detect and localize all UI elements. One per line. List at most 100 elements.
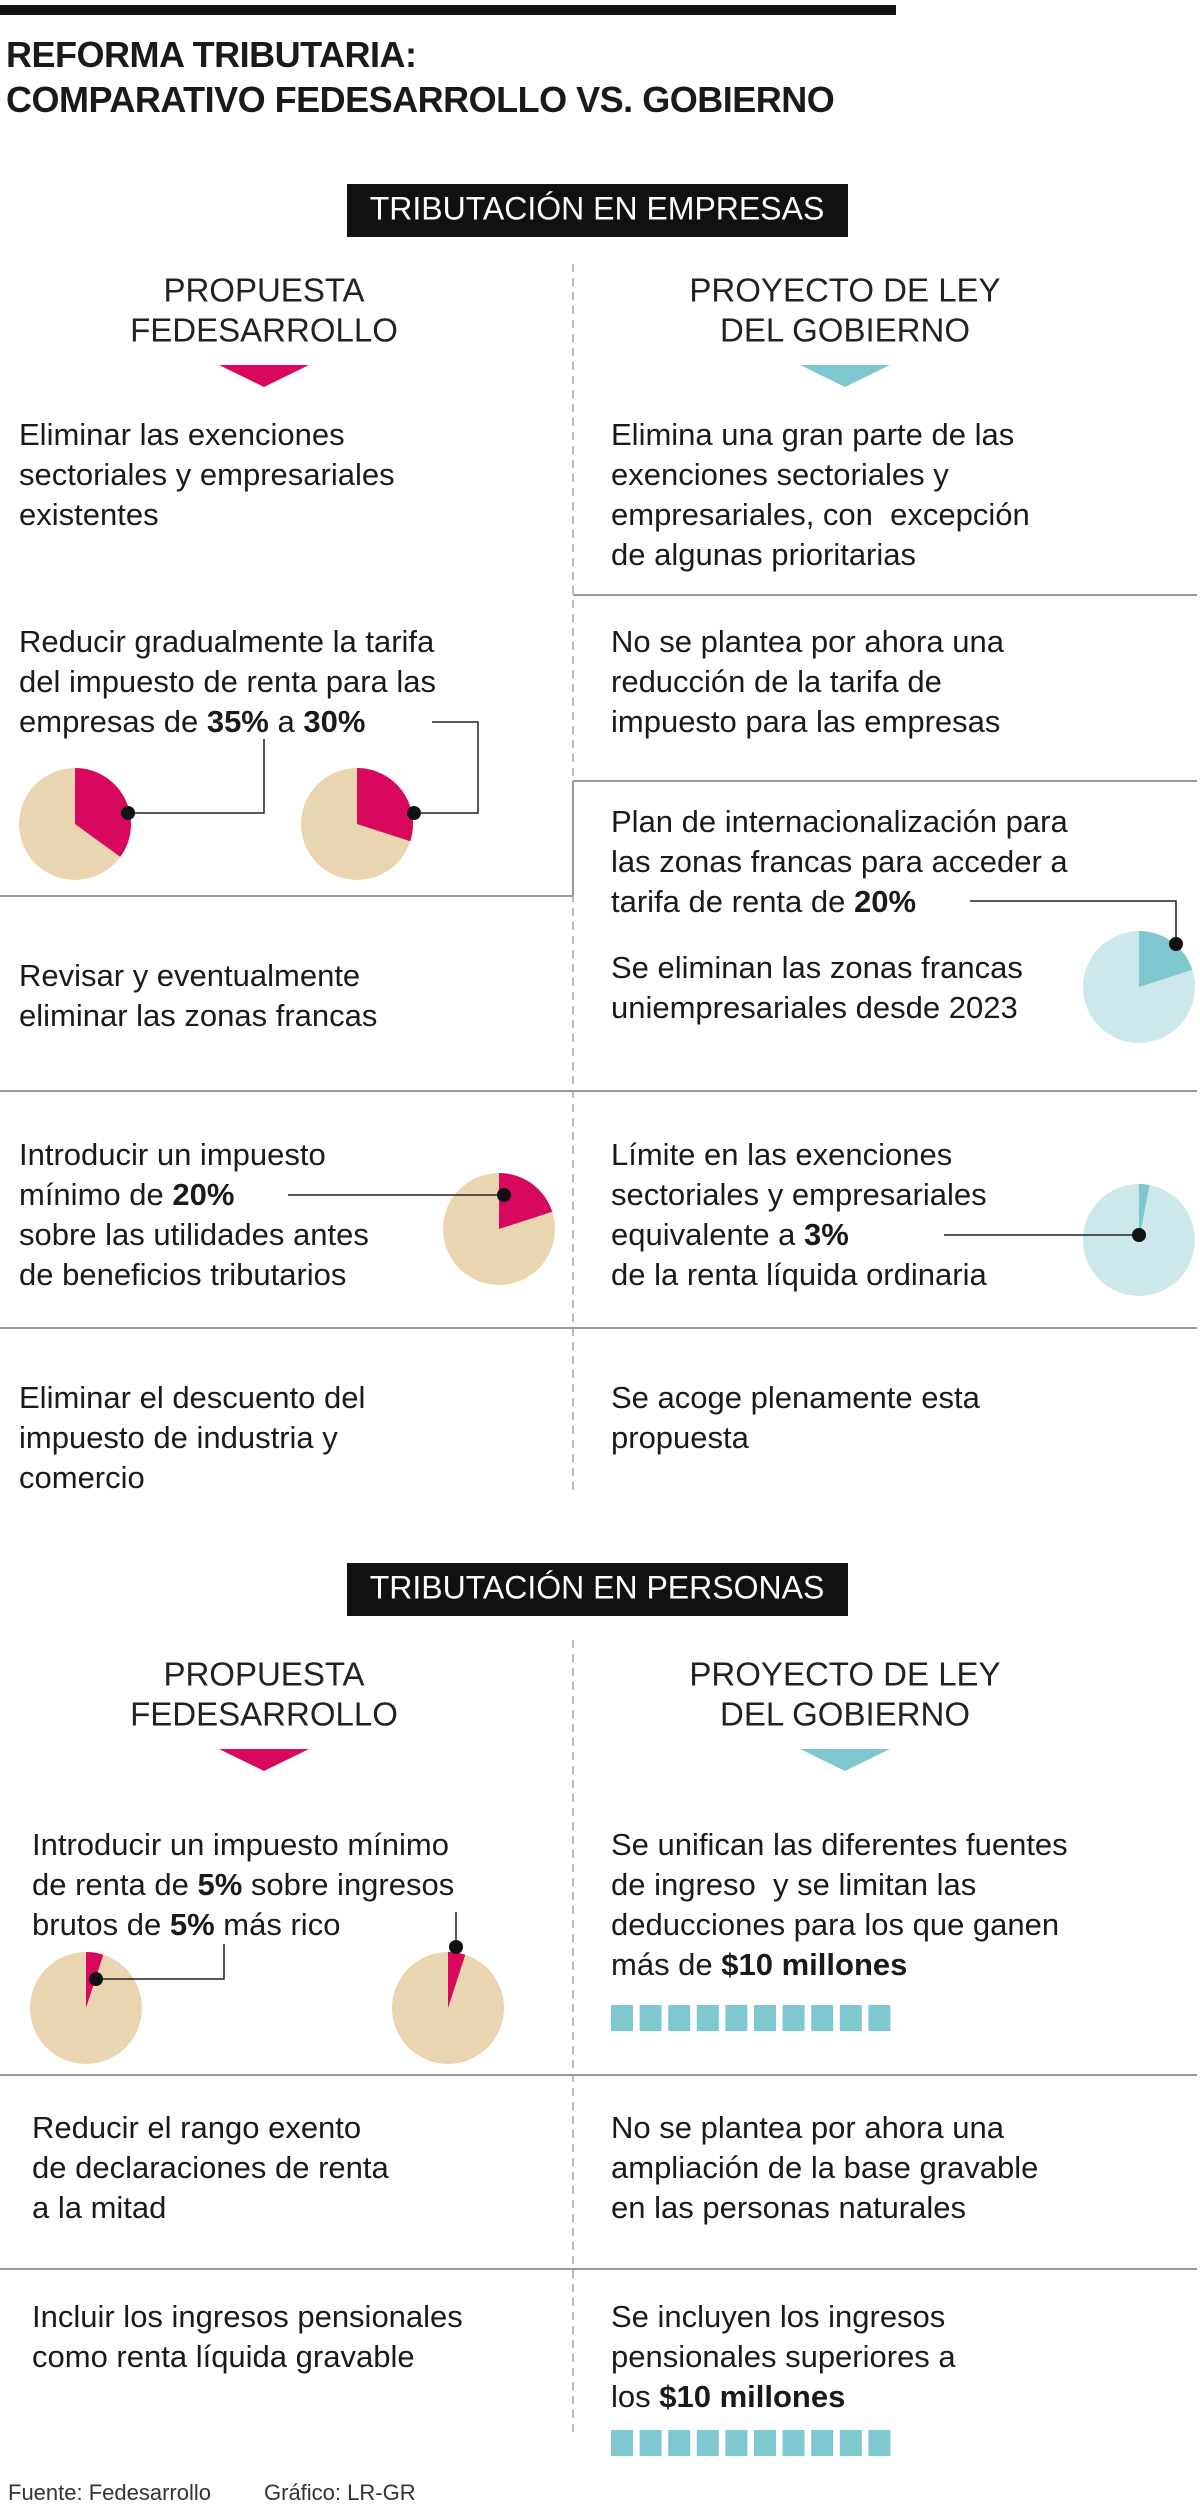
- section-heading: TRIBUTACIÓN EN EMPRESAS: [370, 190, 825, 226]
- text-run: sobre ingresos: [242, 1867, 455, 1902]
- text-line: más de $10 millones: [611, 1945, 1068, 1985]
- column-header: FEDESARROLLO: [130, 1696, 398, 1733]
- text-line: Reducir gradualmente la tarifa: [19, 624, 435, 659]
- text-line: equivalente a 3%: [611, 1215, 987, 1255]
- text-run: a: [268, 704, 304, 739]
- text-block: Introducir un impuesto mínimo de 20% sobre…: [19, 1135, 369, 1295]
- connector-dot: [121, 806, 135, 820]
- text-block: Se unifican las diferentes fuentes de ing…: [611, 1825, 1068, 1985]
- text-line: Límite en las exenciones: [611, 1137, 953, 1172]
- pie-slice: [448, 1951, 466, 2008]
- text-line: mínimo de 20%: [19, 1175, 369, 1215]
- text-run: más rico: [214, 1907, 341, 1942]
- emphasis: 20%: [172, 1177, 235, 1212]
- text-line: sectoriales y empresariales: [19, 457, 395, 492]
- text-line: Incluir los ingresos pensionales: [32, 2299, 463, 2334]
- credit: Gráfico: LR-GR: [264, 2480, 416, 2505]
- text-line: Reducir el rango exento: [32, 2110, 362, 2145]
- money-square: [668, 2005, 691, 2031]
- text-line: ampliación de la base gravable: [611, 2150, 1039, 2185]
- money-square: [811, 2005, 834, 2031]
- text-line: Eliminar las exenciones: [19, 417, 345, 452]
- emphasis: 35%: [206, 704, 269, 739]
- text-block: Revisar y eventualmente eliminar las zona…: [19, 956, 377, 1036]
- text-line: impuesto para las empresas: [611, 704, 1001, 739]
- money-square: [839, 2005, 862, 2031]
- title-line: REFORMA TRIBUTARIA:: [6, 34, 417, 75]
- text-run: de renta de: [32, 1867, 198, 1902]
- text-block: Eliminar las exenciones sectoriales y emp…: [19, 415, 395, 535]
- text-line: Se acoge plenamente esta: [611, 1380, 980, 1415]
- money-square: [782, 2430, 805, 2456]
- emphasis: 5%: [169, 1907, 215, 1942]
- emphasis: 5%: [197, 1867, 243, 1902]
- top-rule: [0, 5, 896, 15]
- title-line: COMPARATIVO FEDESARROLLO VS. GOBIERNO: [6, 79, 835, 120]
- money-square: [868, 2005, 891, 2031]
- text-line: No se plantea por ahora una: [611, 624, 1004, 659]
- text-block: Eliminar el descuento del impuesto de ind…: [19, 1378, 365, 1498]
- text-line: los $10 millones: [611, 2377, 956, 2417]
- text-run: equivalente a: [611, 1217, 805, 1252]
- text-line: deducciones para los que ganen: [611, 1907, 1060, 1942]
- pie-slice: [357, 768, 413, 842]
- connector-dot: [89, 1972, 103, 1986]
- source: Fuente: Fedesarrollo: [8, 2480, 211, 2505]
- money-square: [639, 2430, 662, 2456]
- money-square: [782, 2005, 805, 2031]
- text-line: empresas de 35% a 30%: [19, 702, 436, 742]
- text-line: las zonas francas para acceder a: [611, 844, 1068, 879]
- header-pointer: [219, 1749, 309, 1771]
- pie-slice: [1139, 1184, 1150, 1240]
- text-line: sobre las utilidades antes: [19, 1217, 369, 1252]
- text-line: brutos de 5% más rico: [32, 1905, 454, 1945]
- emphasis: 3%: [804, 1217, 849, 1252]
- pie-slice: [1139, 931, 1193, 987]
- text-line: No se plantea por ahora una: [611, 2110, 1004, 2145]
- money-square: [611, 2430, 633, 2456]
- text-line: tarifa de renta de 20%: [611, 882, 1068, 922]
- text-line: de declaraciones de renta: [32, 2150, 389, 2185]
- connector-dot: [407, 806, 421, 820]
- text-block: Límite en las exenciones sectoriales y em…: [611, 1135, 987, 1295]
- text-line: de beneficios tributarios: [19, 1257, 347, 1292]
- text-line: impuesto de industria y: [19, 1420, 338, 1455]
- connector-dot: [1169, 937, 1183, 951]
- text-block: Reducir gradualmente la tarifa del impues…: [19, 622, 436, 742]
- money-square: [668, 2430, 691, 2456]
- text-line: de la renta líquida ordinaria: [611, 1257, 987, 1292]
- pie-slice: [75, 768, 131, 857]
- money-square: [696, 2005, 719, 2031]
- money-square: [754, 2430, 776, 2456]
- money-square: [754, 2005, 776, 2031]
- money-square: [611, 2005, 633, 2031]
- text-line: Revisar y eventualmente: [19, 958, 361, 993]
- text-block: No se plantea por ahora una ampliación de…: [611, 2108, 1038, 2228]
- text-line: Plan de internacionalización para: [611, 804, 1068, 839]
- text-line: Se eliminan las zonas francas: [611, 950, 1023, 985]
- text-block: Elimina una gran parte de las exenciones …: [611, 415, 1030, 575]
- emphasis: $10 millones: [721, 1947, 908, 1982]
- header-pointer: [219, 365, 309, 387]
- text-line: como renta líquida gravable: [32, 2339, 415, 2374]
- pie-slice: [499, 1173, 553, 1229]
- section-heading-box: [347, 184, 848, 237]
- text-line: existentes: [19, 497, 159, 532]
- connector: [128, 739, 265, 814]
- text-line: Elimina una gran parte de las: [611, 417, 1015, 452]
- text-line: reducción de la tarifa de: [611, 664, 942, 699]
- column-header: PROPUESTA: [163, 272, 364, 309]
- text-run: más de: [611, 1947, 722, 1982]
- column-header: DEL GOBIERNO: [720, 312, 970, 349]
- text-block: Reducir el rango exento de declaraciones …: [32, 2108, 389, 2228]
- text-line: Se incluyen los ingresos: [611, 2299, 946, 2334]
- connector-dot: [497, 1188, 511, 1202]
- money-square: [725, 2005, 748, 2031]
- text-line: a la mitad: [32, 2190, 167, 2225]
- text-line: eliminar las zonas francas: [19, 998, 378, 1033]
- column-header: PROYECTO DE LEY: [689, 272, 1000, 309]
- text-run: brutos de: [32, 1907, 170, 1942]
- column-header: PROYECTO DE LEY: [689, 1656, 1000, 1693]
- text-line: Introducir un impuesto: [19, 1137, 326, 1172]
